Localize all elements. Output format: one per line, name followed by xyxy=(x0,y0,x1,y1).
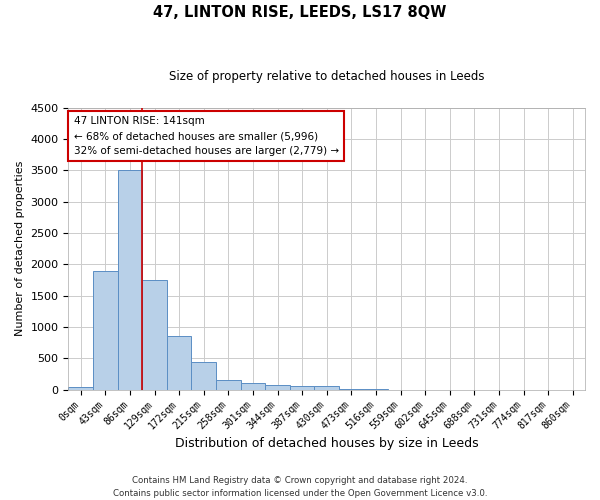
Text: 47, LINTON RISE, LEEDS, LS17 8QW: 47, LINTON RISE, LEEDS, LS17 8QW xyxy=(154,5,446,20)
Bar xyxy=(265,385,290,390)
Bar xyxy=(68,386,93,390)
Bar xyxy=(142,280,167,390)
Bar xyxy=(191,362,216,390)
Bar xyxy=(118,170,142,390)
Bar xyxy=(93,270,118,390)
Y-axis label: Number of detached properties: Number of detached properties xyxy=(15,161,25,336)
Text: Contains HM Land Registry data © Crown copyright and database right 2024.
Contai: Contains HM Land Registry data © Crown c… xyxy=(113,476,487,498)
Bar xyxy=(167,336,191,390)
Bar xyxy=(216,380,241,390)
X-axis label: Distribution of detached houses by size in Leeds: Distribution of detached houses by size … xyxy=(175,437,479,450)
Bar xyxy=(241,384,265,390)
Bar xyxy=(290,386,314,390)
Bar xyxy=(314,386,339,390)
Title: Size of property relative to detached houses in Leeds: Size of property relative to detached ho… xyxy=(169,70,484,83)
Text: 47 LINTON RISE: 141sqm
← 68% of detached houses are smaller (5,996)
32% of semi-: 47 LINTON RISE: 141sqm ← 68% of detached… xyxy=(74,116,338,156)
Bar xyxy=(339,389,364,390)
